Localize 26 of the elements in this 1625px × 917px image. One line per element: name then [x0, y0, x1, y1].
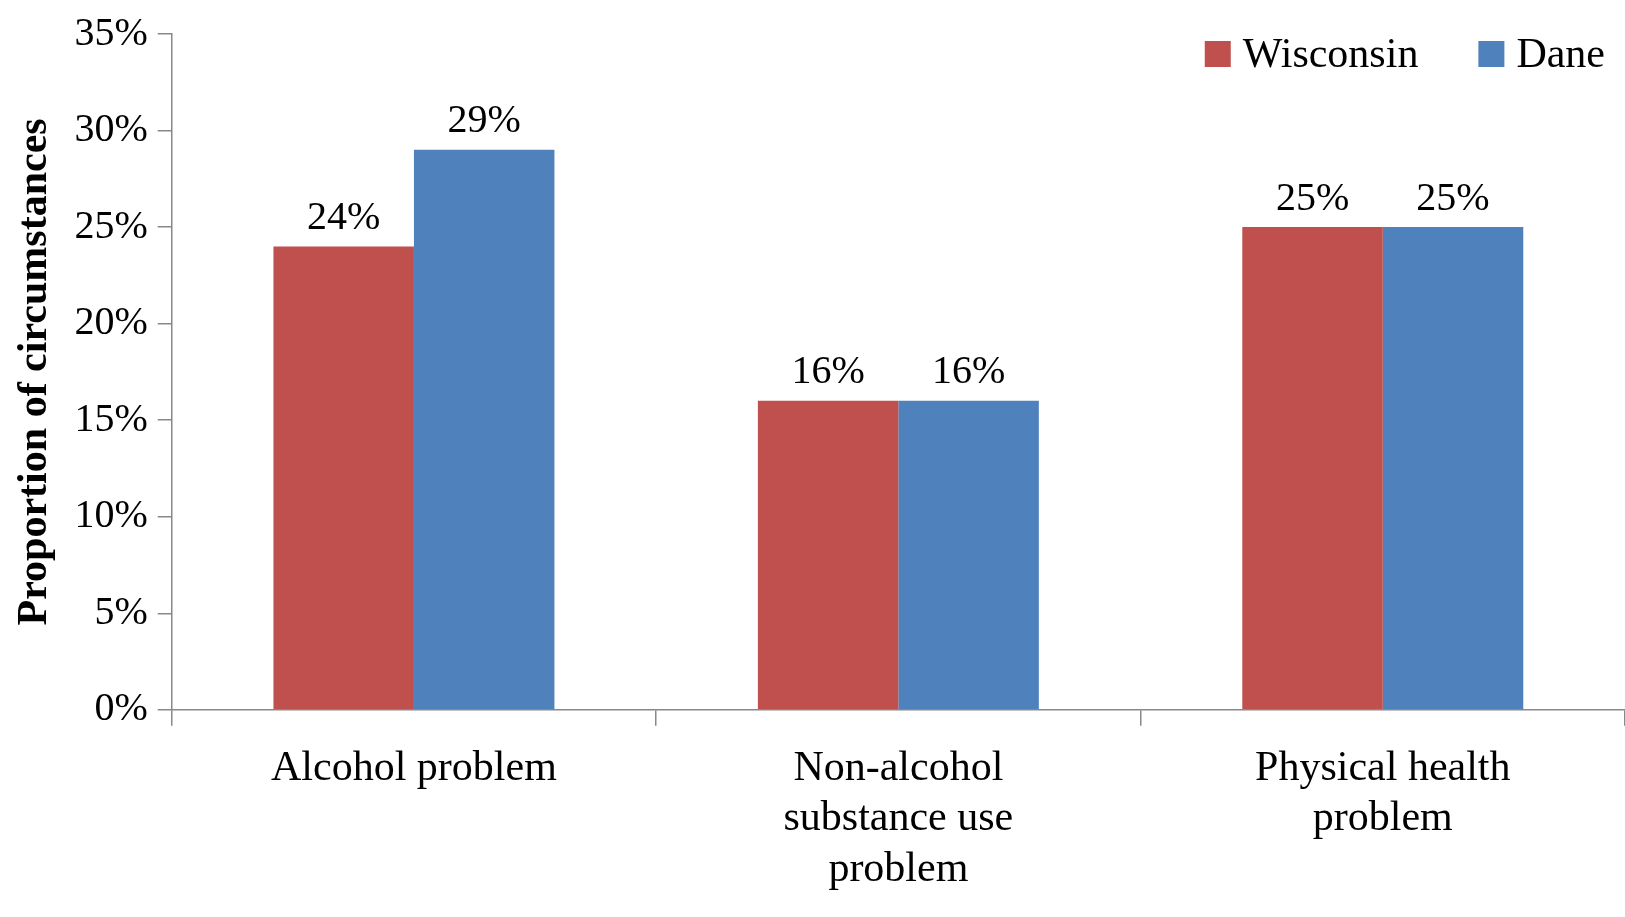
legend-label: Wisconsin [1242, 30, 1419, 77]
bar [273, 246, 414, 710]
data-label: 16% [931, 347, 1006, 393]
legend-label: Dane [1516, 30, 1606, 77]
data-label: 24% [307, 192, 381, 238]
y-tick-label: 0% [94, 684, 148, 730]
y-tick-label: 15% [74, 394, 148, 440]
y-tick-label: 30% [74, 105, 148, 151]
y-tick-label: 20% [74, 298, 148, 344]
bar [898, 400, 1039, 710]
x-tick-label: Alcohol problem [271, 743, 558, 790]
y-tick-label: 35% [74, 8, 148, 54]
y-tick-label: 25% [74, 201, 148, 247]
data-label: 25% [1275, 173, 1350, 219]
x-tick-label: Non-alcohol substance use problem [783, 743, 1014, 890]
y-axis-title: Proportion of circumstances [9, 118, 56, 626]
bar [757, 400, 899, 710]
bar [1242, 227, 1383, 710]
data-label: 29% [447, 96, 521, 142]
y-tick-label: 10% [74, 491, 148, 537]
x-tick-label: Physical health problem [1255, 743, 1511, 840]
data-label: 25% [1416, 173, 1490, 219]
bar [413, 149, 555, 710]
bar [1382, 227, 1524, 710]
data-label: 16% [791, 347, 865, 393]
y-tick-label: 5% [94, 587, 148, 633]
